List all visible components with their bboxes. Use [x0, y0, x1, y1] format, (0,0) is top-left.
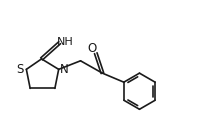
Text: O: O	[87, 42, 96, 55]
Text: S: S	[17, 63, 24, 76]
Text: NH: NH	[57, 37, 73, 47]
Text: N: N	[59, 63, 68, 76]
